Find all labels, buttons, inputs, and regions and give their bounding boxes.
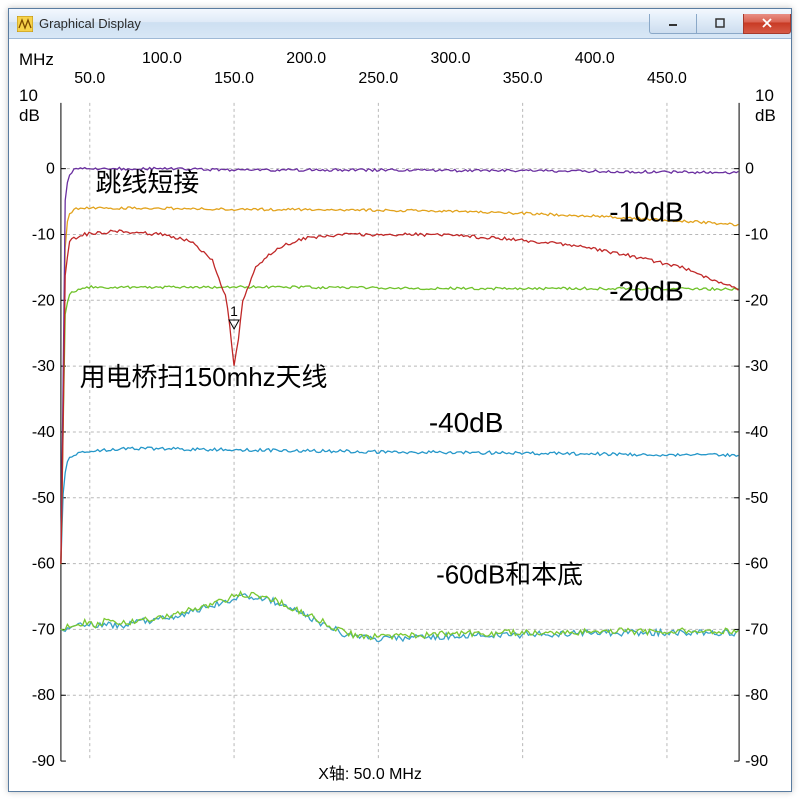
y-tick-left: -70 <box>32 621 55 638</box>
x-tick-minor: 50.0 <box>74 70 105 87</box>
y-tick-right: -80 <box>745 687 768 704</box>
x-tick-major: 300.0 <box>431 50 471 67</box>
x-tick-minor: 450.0 <box>647 70 687 87</box>
plot-area: MHz10dB10dB100.0200.0300.0400.050.0150.0… <box>15 43 785 785</box>
y-unit-right: dB <box>755 106 776 125</box>
window-title: Graphical Display <box>39 16 650 31</box>
x-tick-minor: 150.0 <box>214 70 254 87</box>
y-tick-left: -60 <box>32 556 55 573</box>
app-icon <box>17 16 33 32</box>
y-tick-left: -90 <box>32 753 55 770</box>
svg-text:10: 10 <box>755 86 774 105</box>
x-tick-major: 400.0 <box>575 50 615 67</box>
minimize-button[interactable] <box>649 14 697 34</box>
app-window: Graphical Display MHz10dB10dB100.0200.03… <box>8 8 792 792</box>
window-buttons <box>650 14 791 34</box>
y-unit-left: dB <box>19 106 40 125</box>
x-tick-minor: 250.0 <box>358 70 398 87</box>
x-tick-major: 200.0 <box>286 50 326 67</box>
y-tick-right: -50 <box>745 490 768 507</box>
spectrum-chart: MHz10dB10dB100.0200.0300.0400.050.0150.0… <box>15 43 785 785</box>
y-tick-left: -50 <box>32 490 55 507</box>
trace <box>61 286 738 565</box>
annotation: 跳线短接 <box>96 169 200 198</box>
y-tick-left: -80 <box>32 687 55 704</box>
close-button[interactable] <box>743 14 791 34</box>
annotation: -10dB <box>609 196 683 227</box>
y-tick-right: 0 <box>745 161 754 178</box>
y-tick-left: -40 <box>32 424 55 441</box>
marker-label: 1 <box>230 303 238 319</box>
y-tick-left: -30 <box>32 358 55 375</box>
annotation: -20dB <box>609 275 683 306</box>
annotation: -60dB和本底 <box>436 560 583 589</box>
x-axis-label: X轴: 50.0 MHz <box>318 765 422 783</box>
annotation: -40dB <box>429 407 503 438</box>
x-tick-major: 100.0 <box>142 50 182 67</box>
y-tick-right: -40 <box>745 424 768 441</box>
titlebar[interactable]: Graphical Display <box>9 9 791 39</box>
x-unit-label: MHz <box>19 50 54 69</box>
y-tick-right: -60 <box>745 556 768 573</box>
y-tick-right: -20 <box>745 292 768 309</box>
y-tick-left: 0 <box>46 161 55 178</box>
annotation: 用电桥扫150mhz天线 <box>80 363 328 392</box>
y-tick-right: -30 <box>745 358 768 375</box>
svg-text:10: 10 <box>19 86 38 105</box>
y-tick-right: -70 <box>745 621 768 638</box>
y-tick-left: -10 <box>32 226 55 243</box>
trace <box>61 447 738 563</box>
x-tick-minor: 350.0 <box>503 70 543 87</box>
maximize-button[interactable] <box>696 14 744 34</box>
y-tick-right: -90 <box>745 753 768 770</box>
y-tick-left: -20 <box>32 292 55 309</box>
y-tick-right: -10 <box>745 226 768 243</box>
